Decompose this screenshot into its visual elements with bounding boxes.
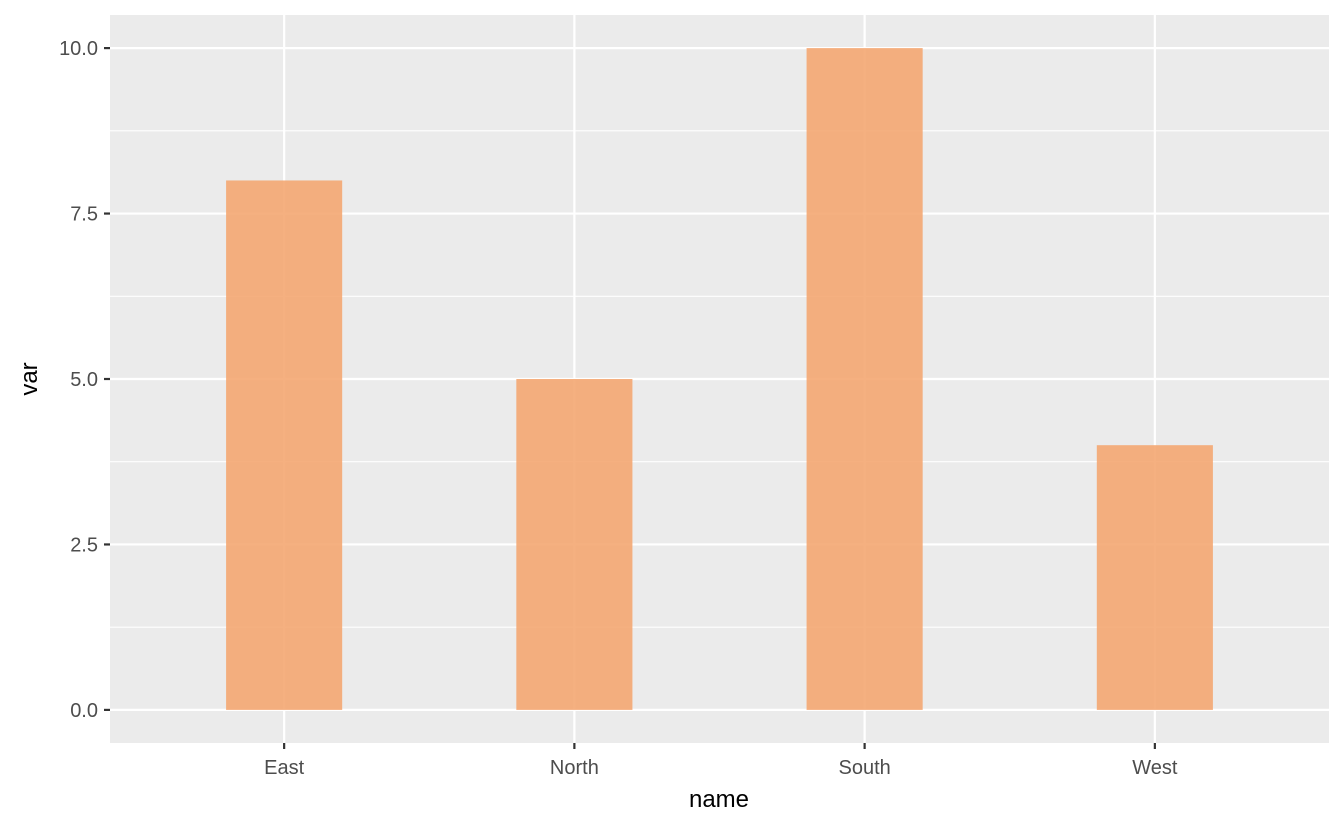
x-axis-title: name — [689, 786, 749, 813]
x-axis-ticks: East North South West — [264, 743, 1178, 779]
y-tick-label: 7.5 — [70, 204, 98, 226]
x-tick-label: West — [1132, 757, 1178, 779]
x-tick-label: North — [550, 757, 599, 779]
x-tick-label: South — [838, 757, 890, 779]
y-axis-title: var — [16, 362, 43, 395]
bar-south — [806, 48, 923, 710]
y-tick-label: 10.0 — [59, 38, 98, 60]
x-tick-label: East — [264, 757, 304, 779]
bar-east — [226, 180, 343, 710]
bar-west — [1096, 445, 1213, 710]
y-tick-label: 5.0 — [70, 369, 98, 391]
bar-north — [516, 379, 633, 710]
bars — [226, 48, 1213, 710]
y-axis-ticks: 0.0 2.5 5.0 7.5 10.0 — [59, 38, 110, 722]
y-tick-label: 2.5 — [70, 534, 98, 556]
y-tick-label: 0.0 — [70, 700, 98, 722]
